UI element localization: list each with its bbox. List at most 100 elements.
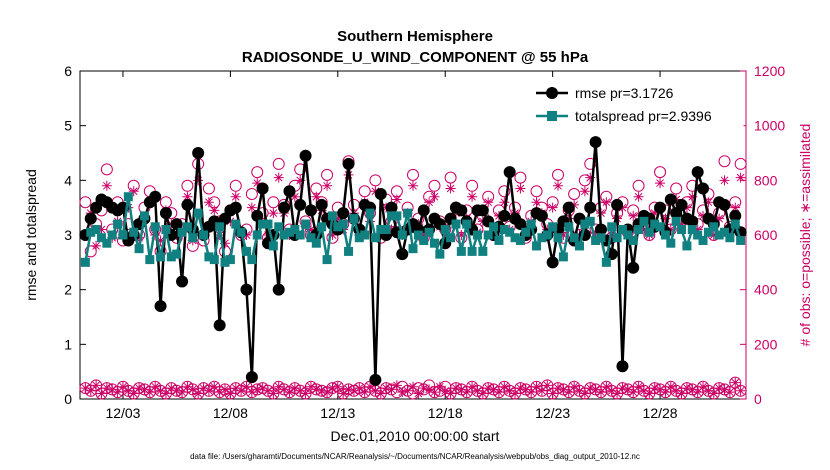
obs-assimilated-marker: [585, 172, 596, 183]
totalspread-point: [596, 233, 606, 243]
rmse-point: [498, 209, 511, 222]
totalspread-point: [467, 246, 477, 256]
x-tick-label: 12/23: [535, 405, 570, 421]
totalspread-point: [709, 222, 719, 232]
rmse-point: [245, 371, 258, 384]
obs-possible-marker: [552, 168, 565, 181]
obs-assimilated-marker: [418, 230, 429, 240]
rmse-point: [315, 198, 328, 211]
totalspread-point: [129, 227, 139, 237]
totalspread-point: [317, 222, 327, 232]
rmse-point: [718, 198, 731, 211]
totalspread-point: [333, 222, 343, 232]
obs-assimilated-marker: [91, 380, 102, 391]
obs-assimilated-marker: [719, 384, 730, 395]
totalspread-point: [553, 233, 563, 243]
obs-assimilated-marker: [547, 388, 558, 399]
rmse-point: [369, 373, 382, 386]
obs-possible-marker: [718, 155, 731, 168]
totalspread-point: [96, 233, 106, 243]
x-tick-label: 12/18: [428, 405, 463, 421]
obs-assimilated-marker: [649, 208, 660, 219]
obs-assimilated-marker: [606, 385, 617, 396]
obs-assimilated-marker: [472, 385, 483, 396]
obs-assimilated-marker: [493, 387, 504, 398]
obs-assimilated-marker: [558, 384, 569, 395]
obs-possible-marker: [530, 185, 543, 198]
obs-assimilated-marker: [128, 388, 139, 399]
obs-possible-marker: [632, 179, 645, 192]
totalspread-point: [139, 211, 149, 221]
totalspread-point: [284, 227, 294, 237]
obs-assimilated-marker: [467, 191, 478, 202]
obs-assimilated-marker: [155, 235, 166, 246]
totalspread-point: [274, 222, 284, 232]
rmse-point: [546, 256, 559, 269]
obs-possible-marker: [202, 182, 215, 195]
obs-possible-marker: [267, 196, 280, 209]
obs-assimilated-marker: [456, 384, 467, 395]
obs-assimilated-marker: [628, 210, 639, 221]
x-tick-label: 12/03: [105, 405, 140, 421]
rmse-point: [299, 149, 312, 162]
totalspread-point: [451, 219, 461, 229]
obs-assimilated-marker: [279, 384, 290, 395]
obs-assimilated-marker: [499, 197, 510, 208]
obs-assimilated-marker: [569, 381, 580, 392]
y-left-tick-label: 5: [64, 118, 72, 134]
totalspread-point: [644, 227, 654, 237]
rmse-point: [476, 204, 489, 217]
totalspread-point: [107, 230, 117, 240]
totalspread-point: [370, 233, 380, 243]
totalspread-point: [542, 230, 552, 240]
y-left-tick-label: 6: [64, 63, 72, 79]
obs-possible-marker: [670, 182, 683, 195]
obs-assimilated-marker: [445, 388, 456, 399]
obs-assimilated-marker: [542, 380, 553, 391]
totalspread-point: [548, 222, 558, 232]
obs-assimilated-marker: [563, 213, 574, 224]
obs-assimilated-marker: [295, 385, 306, 396]
obs-assimilated-marker: [579, 186, 590, 197]
totalspread-point: [515, 235, 525, 245]
rmse-point: [664, 193, 677, 206]
totalspread-point: [150, 222, 160, 232]
obs-possible-marker: [358, 185, 371, 198]
obs-assimilated-marker: [268, 208, 279, 219]
obs-possible-marker: [734, 157, 747, 170]
rmse-point: [342, 157, 355, 170]
obs-assimilated-marker: [655, 178, 666, 189]
obs-assimilated-marker: [526, 387, 537, 398]
totalspread-point: [166, 252, 176, 262]
totalspread-point: [413, 230, 423, 240]
y-right-tick-label: 200: [754, 336, 778, 352]
y-axis-left-label: rmse and totalspread: [23, 169, 39, 301]
obs-assimilated-marker: [198, 383, 209, 394]
obs-assimilated-marker: [252, 178, 263, 189]
obs-assimilated-marker: [348, 385, 359, 396]
obs-assimilated-marker: [601, 381, 612, 392]
obs-assimilated-marker: [182, 191, 193, 202]
obs-assimilated-marker: [553, 180, 564, 191]
obs-possible-marker: [729, 376, 742, 389]
totalspread-point: [258, 219, 268, 229]
obs-assimilated-marker: [531, 197, 542, 208]
obs-assimilated-marker: [123, 385, 134, 396]
obs-assimilated-marker: [209, 381, 220, 392]
obs-assimilated-marker: [665, 224, 676, 235]
obs-assimilated-marker: [241, 230, 252, 240]
obs-assimilated-marker: [295, 175, 306, 186]
obs-assimilated-marker: [327, 230, 338, 240]
rmse-point: [584, 201, 597, 214]
obs-assimilated-marker: [101, 180, 112, 191]
totalspread-point: [182, 222, 192, 232]
obs-assimilated-marker: [246, 387, 257, 398]
obs-assimilated-marker: [107, 384, 118, 395]
obs-assimilated-marker: [80, 383, 91, 394]
totalspread-point: [145, 255, 155, 265]
obs-assimilated-marker: [445, 183, 456, 194]
rmse-point: [170, 218, 183, 231]
totalspread-point: [617, 225, 627, 235]
totalspread-point: [301, 219, 311, 229]
obs-possible-marker: [407, 168, 419, 181]
